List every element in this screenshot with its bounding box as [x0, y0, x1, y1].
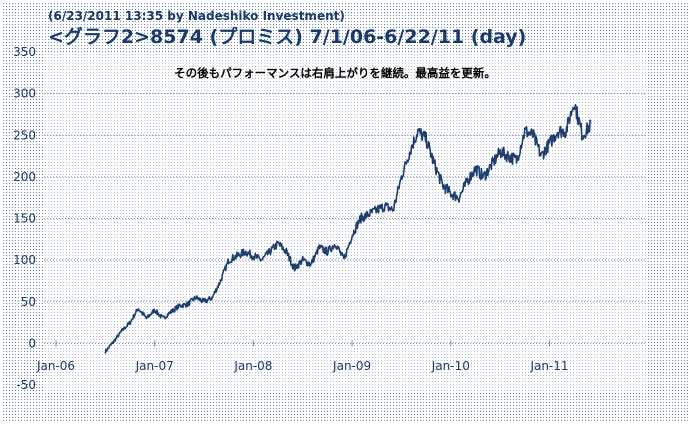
y-tick-label: 350 — [13, 45, 36, 59]
series-line — [104, 104, 592, 354]
x-tick-label: Jan-08 — [233, 359, 272, 373]
y-tick-label: 150 — [13, 212, 36, 226]
x-tick-label: Jan-07 — [135, 359, 174, 373]
plot-panel-dots — [44, 52, 647, 391]
y-tick-label: 50 — [21, 295, 36, 309]
chart-title: <グラフ2>8574 (プロミス) 7/1/06-6/22/11 (day) — [48, 25, 526, 48]
chart-annotation: その後もパフォーマンスは右肩上がりを継続。最高益を更新。 — [174, 66, 496, 80]
y-tick-label: 300 — [13, 87, 36, 101]
x-axis-ticks: Jan-06 Jan-07 Jan-08 Jan-09 Jan-10 Jan-11 — [36, 340, 569, 373]
y-axis-ticks: 350 300 250 200 150 100 50 0 -50 — [13, 45, 36, 392]
x-tick-label: Jan-10 — [431, 359, 470, 373]
y-tick-label: 0 — [28, 336, 36, 350]
y-tick-label: -50 — [16, 378, 36, 392]
timestamp-label: (6/23/2011 13:35 by Nadeshiko Investment… — [48, 9, 345, 23]
x-tick-label: Jan-06 — [36, 359, 75, 373]
y-tick-label: 200 — [13, 170, 36, 184]
x-tick-label: Jan-09 — [332, 359, 371, 373]
y-tick-label: 250 — [13, 128, 36, 142]
y-tick-label: 100 — [13, 253, 36, 267]
x-tick-label: Jan-11 — [529, 359, 568, 373]
